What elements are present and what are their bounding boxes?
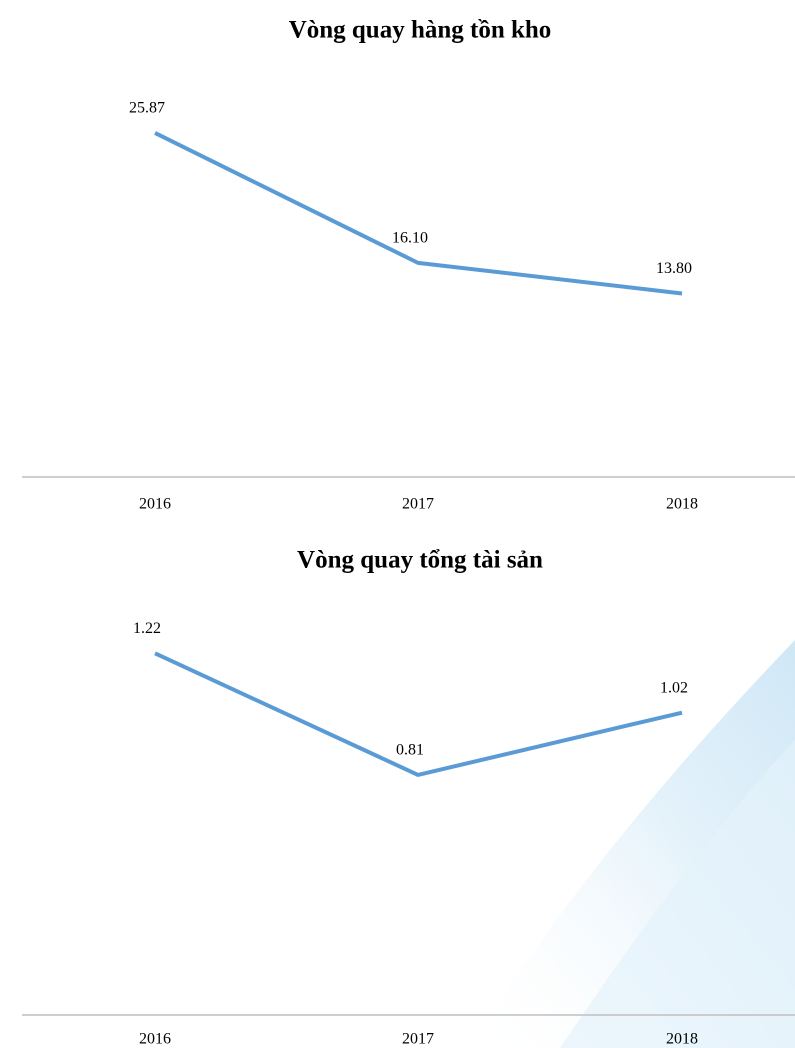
data-label: 25.87 [129,100,165,117]
line [154,131,683,296]
data-label: 1.22 [133,620,161,637]
x-tick-label: 2018 [666,1031,698,1048]
x-tick-label: 2016 [139,496,171,513]
chart-title: Vòng quay tổng tài sản [297,547,543,574]
x-tick-label: 2016 [139,1031,171,1048]
data-label: 0.81 [396,742,424,759]
x-tick-label: 2017 [402,1031,434,1048]
charts: Vòng quay hàng tồn kho 2016 2017 2018 25.87 1… [22,17,795,1048]
chart-title: Vòng quay hàng tồn kho [289,17,552,44]
data-label: 13.80 [656,260,692,277]
x-tick-label: 2018 [666,496,698,513]
background-swoosh [560,740,795,1048]
data-label: 16.10 [392,230,428,247]
x-tick-label: 2017 [402,496,434,513]
line [154,651,683,777]
data-label: 1.02 [660,679,688,696]
